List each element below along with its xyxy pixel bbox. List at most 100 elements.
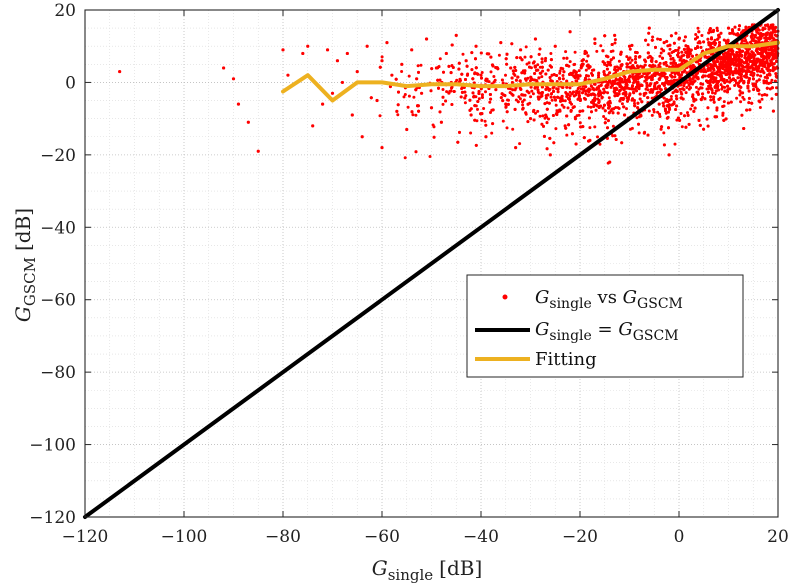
- scatter-point: [613, 94, 617, 98]
- scatter-point: [769, 51, 773, 55]
- scatter-point: [728, 65, 732, 69]
- scatter-point: [565, 63, 569, 67]
- scatter-point: [692, 99, 696, 103]
- scatter-point: [524, 111, 528, 115]
- scatter-point: [565, 79, 569, 83]
- scatter-point: [702, 68, 705, 72]
- line-series: [83, 8, 780, 519]
- scatter-point: [743, 74, 746, 78]
- scatter-point: [613, 68, 617, 72]
- scatter-point: [739, 100, 743, 104]
- scatter-point: [552, 95, 556, 99]
- scatter-point: [474, 95, 478, 99]
- legend-item-identity-sub1: single: [549, 328, 591, 344]
- scatter-point: [570, 132, 574, 136]
- scatter-point: [378, 114, 382, 118]
- scatter-point: [741, 70, 744, 73]
- scatter-point: [562, 56, 566, 60]
- scatter-point: [770, 31, 774, 35]
- scatter-point: [682, 84, 686, 88]
- scatter-point: [773, 79, 777, 83]
- scatter-point: [380, 59, 384, 63]
- scatter-point: [607, 111, 611, 115]
- scatter-point: [754, 60, 758, 64]
- scatter-point: [693, 106, 697, 110]
- scatter-point: [457, 67, 461, 71]
- scatter-point: [606, 81, 610, 85]
- scatter-point: [542, 124, 545, 128]
- scatter-point: [505, 52, 509, 56]
- scatter-point: [445, 90, 449, 94]
- scatter-point: [746, 84, 750, 88]
- scatter-point: [709, 30, 713, 34]
- scatter-point: [713, 79, 717, 83]
- scatter-point: [703, 97, 707, 101]
- scatter-point: [673, 142, 677, 146]
- x-tick-label: −80: [265, 527, 301, 547]
- scatter-point: [587, 87, 591, 91]
- scatter-point: [774, 25, 778, 29]
- scatter-point: [521, 106, 525, 110]
- scatter-point: [499, 96, 503, 100]
- scatter-point: [465, 73, 469, 77]
- scatter-point: [636, 74, 640, 78]
- scatter-point: [652, 110, 656, 114]
- scatter-point: [741, 95, 745, 99]
- scatter-point: [663, 81, 667, 85]
- scatter-point: [606, 83, 610, 87]
- scatter-point: [506, 102, 510, 106]
- scatter-point: [667, 126, 670, 130]
- scatter-point: [469, 113, 473, 117]
- scatter-point: [602, 87, 606, 91]
- scatter-point: [407, 94, 411, 98]
- scatter-point: [573, 117, 577, 121]
- scatter-point: [542, 134, 546, 138]
- scatter-point: [436, 78, 440, 82]
- legend-item-scatter-g2: G: [623, 287, 637, 308]
- scatter-point: [574, 79, 578, 83]
- legend-item-identity: Gsingle = GGSCM: [535, 319, 679, 344]
- scatter-point: [706, 68, 710, 72]
- scatter-point: [738, 24, 741, 28]
- scatter-point: [591, 86, 595, 90]
- scatter-point: [578, 99, 582, 102]
- scatter-point: [414, 150, 418, 154]
- scatter-point: [593, 37, 597, 41]
- scatter-point: [580, 87, 584, 91]
- scatter-point: [663, 107, 667, 111]
- scatter-point: [732, 32, 736, 36]
- scatter-point: [770, 86, 774, 90]
- scatter-point: [761, 54, 765, 58]
- scatter-point: [667, 103, 671, 107]
- scatter-point: [476, 72, 480, 76]
- scatter-point: [770, 35, 774, 39]
- scatter-point: [496, 67, 500, 71]
- scatter-point: [719, 83, 723, 87]
- scatter-point: [733, 25, 737, 29]
- scatter-point: [668, 54, 672, 58]
- scatter-point: [559, 99, 562, 103]
- scatter-point: [696, 46, 700, 49]
- scatter-point: [463, 101, 467, 105]
- scatter-point: [719, 72, 723, 76]
- scatter-point: [492, 75, 496, 78]
- scatter-point: [613, 79, 617, 83]
- scatter-point: [515, 56, 519, 60]
- scatter-point: [739, 75, 743, 79]
- scatter-point: [628, 56, 632, 60]
- scatter-point: [561, 85, 565, 89]
- scatter-point: [724, 39, 728, 43]
- scatter-point: [728, 31, 732, 35]
- scatter-point: [773, 67, 777, 71]
- scatter-point: [718, 57, 722, 61]
- scatter-point: [632, 66, 636, 70]
- scatter-point: [744, 69, 748, 73]
- scatter-point: [506, 98, 509, 102]
- scatter-point: [561, 77, 565, 81]
- scatter-point: [511, 69, 515, 73]
- scatter-point: [476, 107, 479, 111]
- scatter-point: [664, 61, 668, 64]
- scatter-point: [246, 120, 250, 124]
- scatter-point: [674, 49, 678, 52]
- scatter-point: [458, 130, 461, 134]
